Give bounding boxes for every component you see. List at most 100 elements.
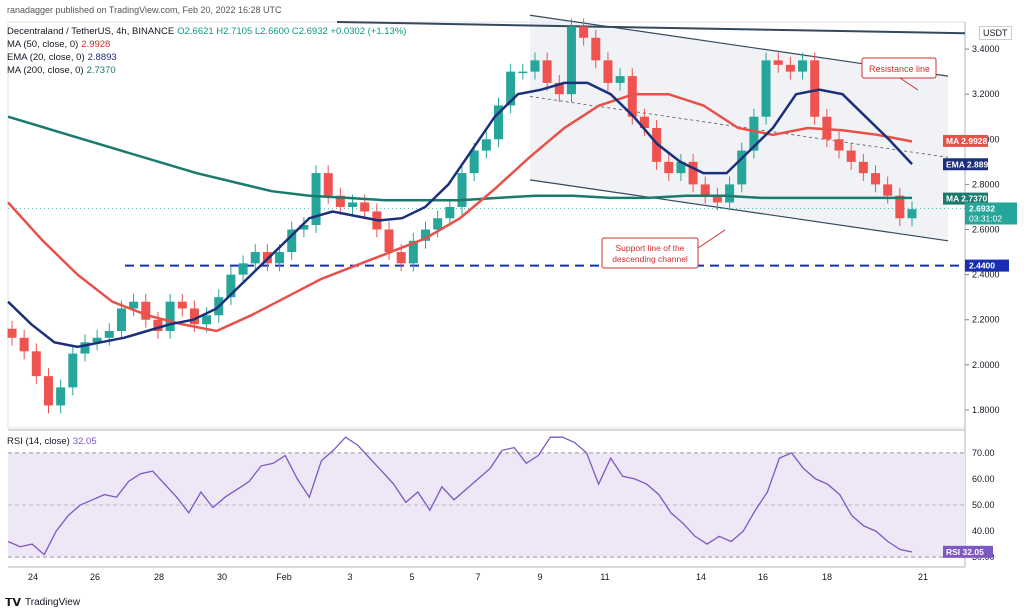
candle-body <box>445 206 455 219</box>
candle-body <box>615 76 625 83</box>
time-tick-label: Feb <box>276 572 292 582</box>
resistance-annotation-arrow <box>899 77 919 91</box>
time-tick-label: 18 <box>822 572 832 582</box>
resistance-annotation-box <box>861 57 937 79</box>
candle-body <box>56 387 66 406</box>
time-tick-label: 21 <box>918 572 928 582</box>
candle-body <box>43 376 53 406</box>
resistance-line <box>336 21 966 35</box>
ma200-price-tag-bg <box>943 192 988 205</box>
candle-body <box>92 337 102 343</box>
symbol-title: Decentraland / TetherUS, 4h, BINANCE <box>7 26 175 37</box>
candle-body <box>202 315 212 325</box>
candle-body <box>506 71 516 106</box>
candle-body <box>7 328 17 338</box>
candle-body <box>591 37 601 61</box>
ma200-line <box>7 115 912 202</box>
ma200-price-tag: MA 2.7370 <box>943 192 988 205</box>
candle-body <box>31 351 41 377</box>
candle-body <box>19 337 29 352</box>
price-tick-label: 3.4000 <box>972 44 1000 54</box>
time-tick-label: 24 <box>28 572 38 582</box>
ma200-price-tag-text: MA 2.7370 <box>946 194 988 204</box>
ma50-price-tag-text: MA 2.9928 <box>946 136 988 146</box>
ema20-price-tag-bg <box>943 158 988 171</box>
candle-body <box>664 161 674 174</box>
candle-body <box>712 195 722 203</box>
rsi-tag-bg <box>943 545 993 558</box>
candle-body <box>104 331 114 338</box>
candle-body <box>676 161 686 174</box>
candle-body <box>858 161 868 174</box>
candle-body <box>822 116 832 140</box>
candle-body <box>153 319 163 332</box>
currency-badge[interactable]: USDT <box>979 26 1012 40</box>
ma200-value: 2.7370 <box>86 65 116 76</box>
resistance-annotation-text: Resistance line <box>869 64 930 74</box>
candle-body <box>141 301 151 320</box>
candle-body <box>639 116 649 129</box>
candle-body <box>810 60 820 117</box>
rsi-label: RSI (14, close) <box>7 436 70 447</box>
ma50-price-tag: MA 2.9928 <box>943 134 988 147</box>
candle-body <box>530 60 540 72</box>
candle-body <box>761 60 771 117</box>
candle-body <box>80 342 90 354</box>
candle-body <box>226 274 236 298</box>
candle-body <box>299 225 309 230</box>
candle-body <box>871 173 881 185</box>
candle-body <box>834 139 844 151</box>
time-tick-label: 5 <box>409 572 414 582</box>
legend-ema20: EMA (20, close, 0) 2.8893 <box>7 52 120 64</box>
candle-body <box>883 184 893 196</box>
ma50-value: 2.9928 <box>81 39 111 50</box>
footer: 𝗧𝗩 TradingView <box>5 596 80 609</box>
ema20-price-tag: EMA 2.8893 <box>943 158 993 171</box>
candle-body <box>481 139 491 151</box>
candle-body <box>895 195 905 219</box>
candle-body <box>907 209 917 219</box>
candle-body <box>518 71 528 74</box>
candle-body <box>165 301 175 332</box>
candle-body <box>311 173 321 225</box>
ohlc-values: O2.6621 H2.7105 L2.6600 C2.6932 +0.0302 … <box>177 26 407 37</box>
rsi-tick-label: 70.00 <box>972 448 995 458</box>
candle-body <box>360 202 370 212</box>
candle-body <box>287 229 297 253</box>
rsi-line <box>7 436 913 556</box>
candle-body <box>627 76 637 117</box>
time-tick-label: 3 <box>347 572 352 582</box>
legend-ma200: MA (200, close, 0) 2.7370 <box>7 65 119 77</box>
time-tick-label: 11 <box>600 572 609 582</box>
last-price-text: 2.6932 <box>969 203 995 213</box>
candle-body <box>493 105 503 140</box>
support-annotation-box <box>601 237 699 269</box>
ma50-label: MA (50, close, 0) <box>7 39 79 50</box>
footer-brand: TradingView <box>25 597 81 608</box>
candle-body <box>798 60 808 72</box>
candle-body <box>603 60 613 83</box>
candle-body <box>785 64 795 72</box>
support-annotation-line: Support line of the <box>616 243 685 253</box>
candle-body <box>250 252 260 264</box>
price-tick-label: 2.6000 <box>972 225 1000 235</box>
support-price-tag-bg <box>965 259 1009 272</box>
candle-body <box>177 301 187 309</box>
candle-body <box>396 252 406 264</box>
price-tick-label: 2.4000 <box>972 270 1000 280</box>
candle-body <box>737 150 747 185</box>
candle-body <box>421 229 431 241</box>
rsi-tick-label: 40.00 <box>972 526 995 536</box>
support-annotation-line: descending channel <box>612 254 688 264</box>
publisher-line: ranadagger published on TradingView.com,… <box>7 5 282 15</box>
rsi-tick-label: 60.00 <box>972 474 995 484</box>
candle-body <box>129 301 139 309</box>
price-tick-label: 3.2000 <box>972 89 1000 99</box>
legend-rsi: RSI (14, close) 32.05 <box>7 436 100 448</box>
candle-body <box>700 184 710 196</box>
ema20-value: 2.8893 <box>87 52 117 63</box>
candle-body <box>566 26 576 95</box>
candle-body <box>725 184 735 203</box>
candle-body <box>384 229 394 253</box>
